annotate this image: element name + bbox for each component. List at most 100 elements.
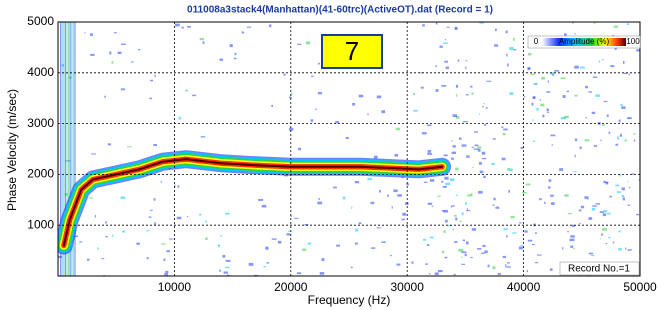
speckle	[483, 103, 484, 104]
speckle	[175, 24, 180, 27]
speckle	[122, 230, 125, 232]
speckle	[310, 119, 313, 122]
speckle	[634, 140, 635, 142]
speckle	[284, 74, 286, 76]
speckle	[320, 272, 325, 275]
speckle	[619, 120, 621, 123]
speckle	[458, 59, 460, 61]
speckle	[547, 112, 549, 113]
speckle	[509, 92, 513, 95]
speckle	[524, 96, 525, 98]
speckle	[105, 221, 106, 224]
speckle	[604, 101, 608, 102]
speckle	[371, 247, 375, 249]
speckle	[477, 248, 481, 250]
speckle	[234, 58, 237, 60]
speckle	[503, 133, 506, 135]
speckle	[521, 147, 524, 149]
x-tick-label: 50000	[623, 280, 657, 294]
speckle	[121, 44, 126, 45]
speckle	[458, 249, 463, 252]
speckle	[633, 133, 635, 134]
speckle	[535, 232, 537, 234]
speckle	[346, 137, 349, 139]
speckle	[528, 240, 532, 242]
speckle	[619, 230, 621, 232]
speckle	[575, 139, 577, 142]
speckle	[513, 38, 515, 41]
y-tick-label: 4000	[27, 65, 54, 79]
speckle	[445, 257, 448, 259]
speckle	[575, 155, 576, 158]
speckle	[528, 53, 532, 55]
speckle	[298, 148, 301, 150]
speckle	[269, 24, 271, 27]
speckle	[169, 238, 173, 239]
speckle	[550, 268, 553, 270]
speckle	[381, 110, 385, 113]
speckle	[486, 107, 488, 109]
speckle	[359, 222, 362, 224]
speckle	[192, 95, 196, 96]
speckle	[509, 168, 513, 171]
speckle	[444, 155, 448, 157]
speckle	[453, 114, 458, 117]
y-tick-label: 3000	[27, 116, 54, 130]
speckle	[588, 217, 591, 220]
speckle	[435, 272, 439, 275]
speckle	[377, 227, 381, 228]
speckle	[442, 251, 444, 253]
speckle	[562, 247, 563, 249]
speckle	[589, 253, 593, 255]
speckle	[461, 264, 465, 265]
speckle	[302, 249, 306, 251]
speckle	[318, 63, 320, 65]
speckle	[465, 254, 467, 256]
speckle	[203, 41, 205, 43]
speckle	[519, 222, 521, 223]
speckle	[436, 89, 439, 92]
y-tick-label: 1000	[27, 217, 54, 231]
speckle	[178, 185, 180, 188]
speckle	[602, 124, 605, 126]
speckle	[493, 138, 496, 139]
speckle	[579, 209, 581, 211]
speckle	[573, 248, 575, 249]
speckle	[532, 244, 535, 245]
speckle	[472, 147, 475, 148]
speckle	[441, 181, 443, 183]
annotation: 7	[345, 36, 359, 66]
speckle	[218, 244, 220, 247]
speckle	[467, 194, 472, 196]
speckle	[451, 140, 452, 141]
speckle	[456, 85, 458, 88]
speckle	[455, 28, 458, 30]
speckle	[451, 206, 453, 208]
speckle	[456, 195, 458, 196]
speckle	[443, 186, 447, 188]
speckle	[150, 210, 153, 211]
speckle	[154, 198, 156, 200]
speckle	[507, 266, 511, 267]
speckle	[91, 153, 96, 154]
speckle	[146, 230, 149, 231]
speckle	[453, 229, 454, 231]
speckle	[609, 132, 611, 134]
speckle	[472, 228, 476, 231]
speckle	[567, 231, 569, 232]
speckle	[474, 149, 479, 150]
speckle	[79, 241, 82, 242]
speckle	[58, 256, 62, 258]
speckle	[278, 241, 281, 244]
speckle	[632, 173, 635, 174]
speckle	[200, 38, 204, 40]
speckle	[466, 155, 469, 157]
speckle	[286, 233, 290, 235]
speckle	[226, 260, 231, 262]
speckle	[539, 198, 542, 200]
speckle	[600, 238, 601, 239]
speckle	[149, 98, 152, 100]
speckle	[154, 75, 155, 77]
speckle	[474, 131, 478, 132]
speckle	[503, 129, 508, 131]
